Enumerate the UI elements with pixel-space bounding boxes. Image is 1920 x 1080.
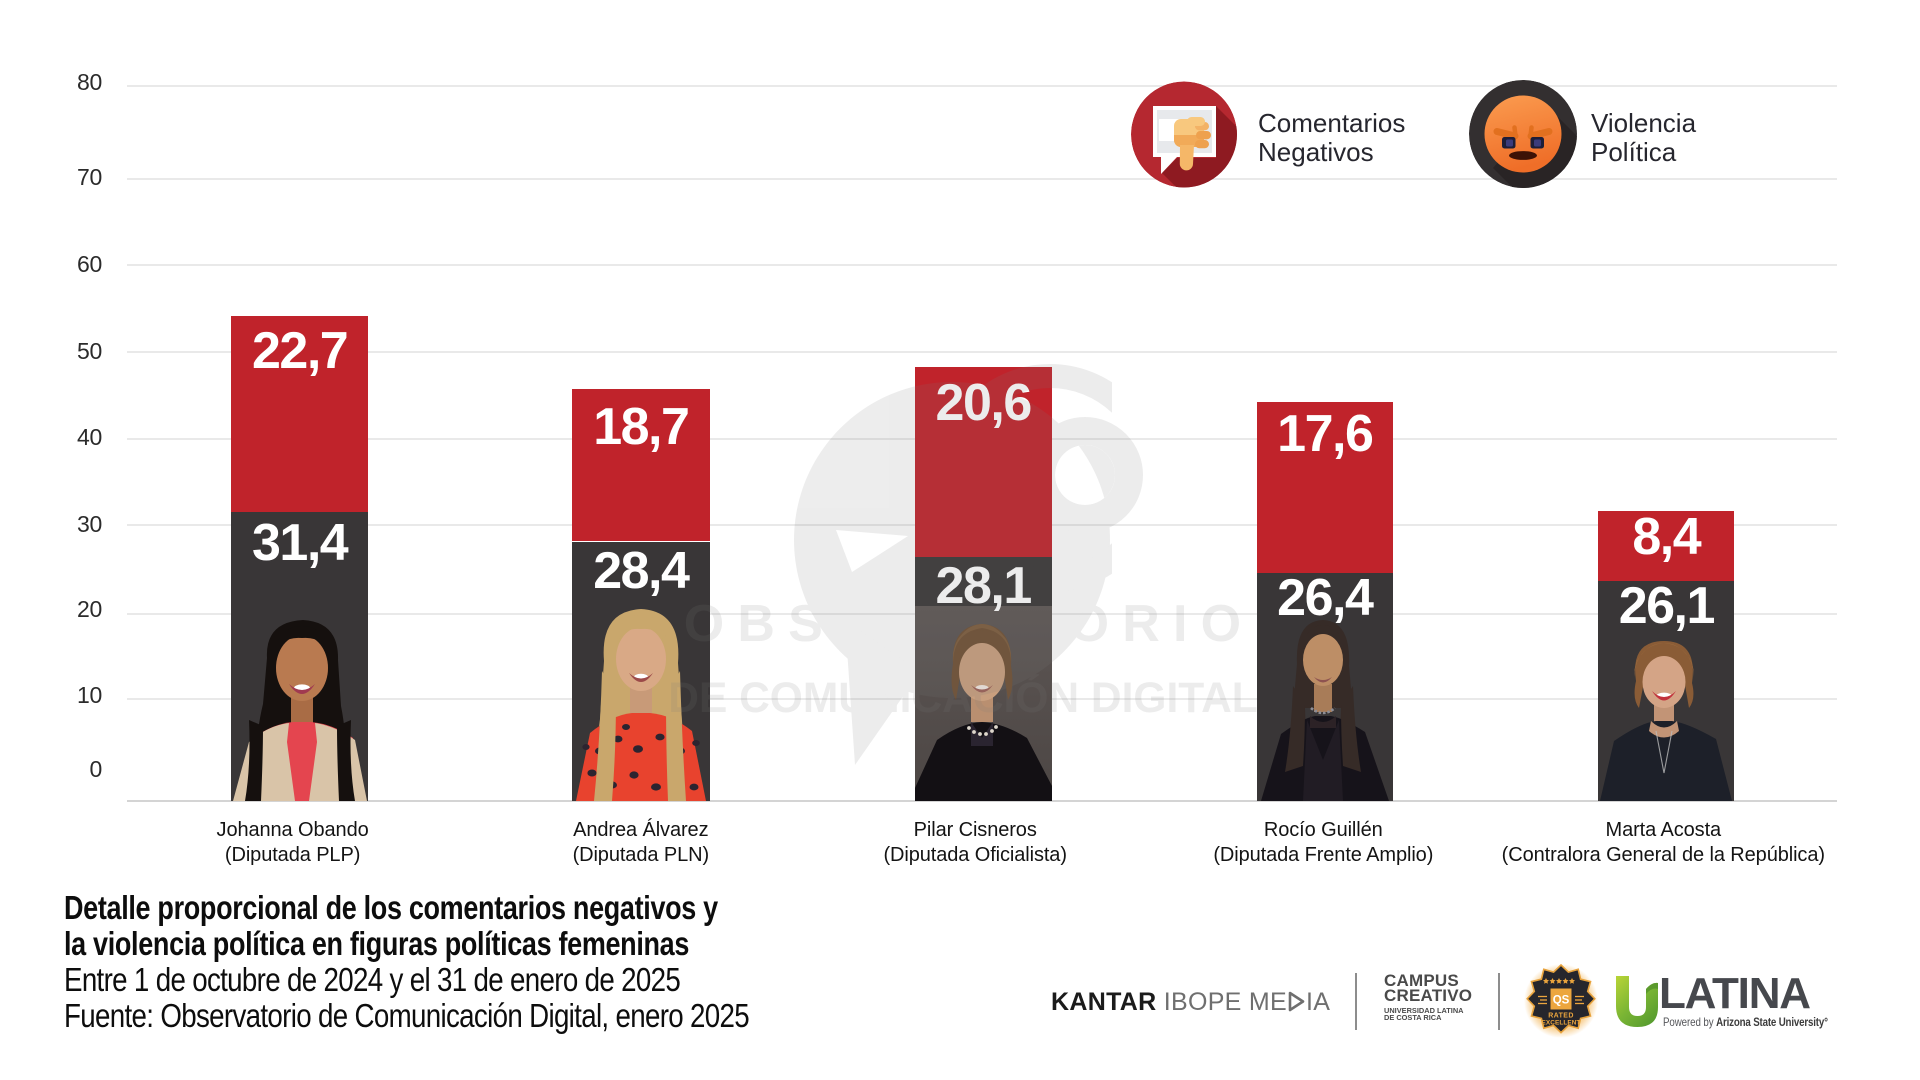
svg-text:QS: QS [1553, 995, 1570, 1007]
svg-text:RATED: RATED [1548, 1013, 1574, 1020]
svg-text:EXCELLENT: EXCELLENT [1542, 1020, 1581, 1027]
svg-text:OBSERVATORIO: OBSERVATORIO [684, 595, 1255, 653]
svg-text:DE COMUNICACIÓN DIGITAL: DE COMUNICACIÓN DIGITAL [668, 673, 1257, 722]
